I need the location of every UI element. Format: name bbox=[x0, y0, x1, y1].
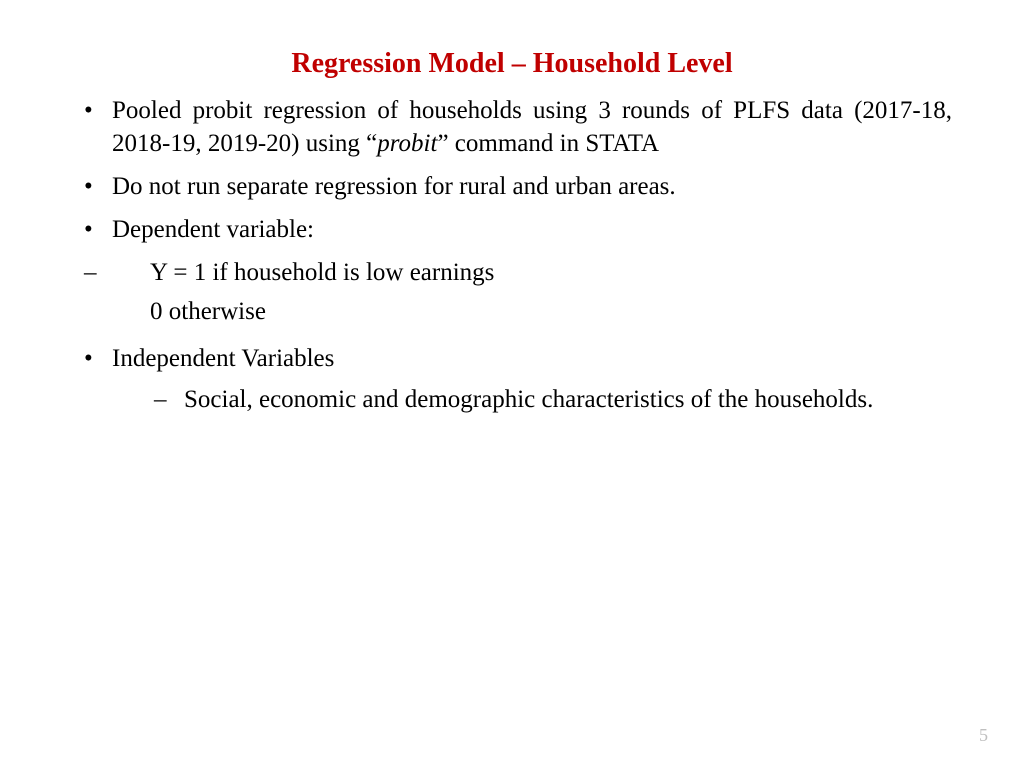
bullet-item-4: Independent Variables Social, economic a… bbox=[72, 342, 952, 416]
bullet-item-3: Dependent variable: bbox=[72, 213, 952, 246]
slide-title: Regression Model – Household Level bbox=[72, 48, 952, 80]
bullet-item-2: Do not run separate regression for rural… bbox=[72, 170, 952, 203]
title-part-a: Regression Model bbox=[291, 48, 511, 79]
bullet-list: Pooled probit regression of households u… bbox=[72, 94, 952, 246]
bullet-item-1: Pooled probit regression of households u… bbox=[72, 94, 952, 160]
title-dash: – bbox=[512, 48, 526, 79]
bullet-1-probit: probit bbox=[377, 130, 437, 157]
sub-bullet-list: Social, economic and demographic charact… bbox=[112, 383, 952, 416]
dependent-var-zero-line: 0 otherwise bbox=[72, 295, 952, 328]
slide-body: Pooled probit regression of households u… bbox=[72, 94, 952, 416]
sub-bullet-1: Social, economic and demographic charact… bbox=[112, 383, 952, 416]
page-number: 5 bbox=[979, 725, 988, 746]
dependent-var-y-line: Y = 1 if household is low earnings bbox=[72, 256, 952, 289]
title-part-b: Household Level bbox=[526, 48, 733, 79]
bullet-list-2: Independent Variables Social, economic a… bbox=[72, 342, 952, 416]
slide: Regression Model – Household Level Poole… bbox=[0, 0, 1024, 768]
bullet-4-text: Independent Variables bbox=[112, 345, 334, 372]
bullet-1-post: ” command in STATA bbox=[437, 130, 659, 157]
